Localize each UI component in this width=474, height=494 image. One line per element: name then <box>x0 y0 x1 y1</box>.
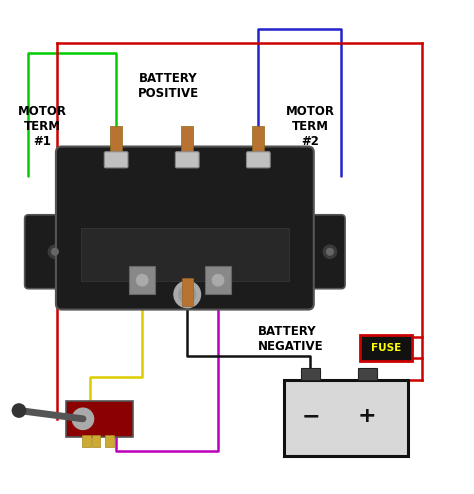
Text: MOTOR
TERM
#1: MOTOR TERM #1 <box>18 105 67 148</box>
Bar <box>110 126 122 157</box>
Circle shape <box>179 286 196 303</box>
Bar <box>82 435 91 447</box>
Bar <box>360 335 412 361</box>
FancyBboxPatch shape <box>56 147 314 310</box>
Bar <box>358 368 377 380</box>
Circle shape <box>12 404 26 417</box>
Bar <box>105 435 114 447</box>
Circle shape <box>52 248 58 255</box>
Circle shape <box>174 281 201 308</box>
Circle shape <box>68 404 98 434</box>
Circle shape <box>137 275 148 286</box>
Bar <box>66 401 133 437</box>
FancyBboxPatch shape <box>300 215 345 288</box>
Text: BATTERY
NEGATIVE: BATTERY NEGATIVE <box>258 326 324 353</box>
Bar <box>92 435 100 447</box>
FancyBboxPatch shape <box>175 152 199 168</box>
FancyBboxPatch shape <box>25 215 70 288</box>
Text: BATTERY
POSITIVE: BATTERY POSITIVE <box>138 72 199 100</box>
Bar <box>129 266 155 294</box>
Circle shape <box>72 408 94 429</box>
Circle shape <box>212 275 224 286</box>
Text: MOTOR
TERM
#2: MOTOR TERM #2 <box>286 105 335 148</box>
Bar <box>284 380 408 455</box>
Circle shape <box>327 248 333 255</box>
Bar <box>181 126 193 157</box>
Text: −: − <box>301 406 320 426</box>
Text: FUSE: FUSE <box>371 343 401 353</box>
Bar <box>182 278 193 306</box>
Bar <box>81 228 289 281</box>
Circle shape <box>48 245 62 258</box>
Bar <box>252 126 264 157</box>
FancyBboxPatch shape <box>246 152 270 168</box>
Bar <box>301 368 320 380</box>
Bar <box>205 266 231 294</box>
FancyBboxPatch shape <box>104 152 128 168</box>
Text: +: + <box>358 406 377 426</box>
Circle shape <box>323 245 337 258</box>
